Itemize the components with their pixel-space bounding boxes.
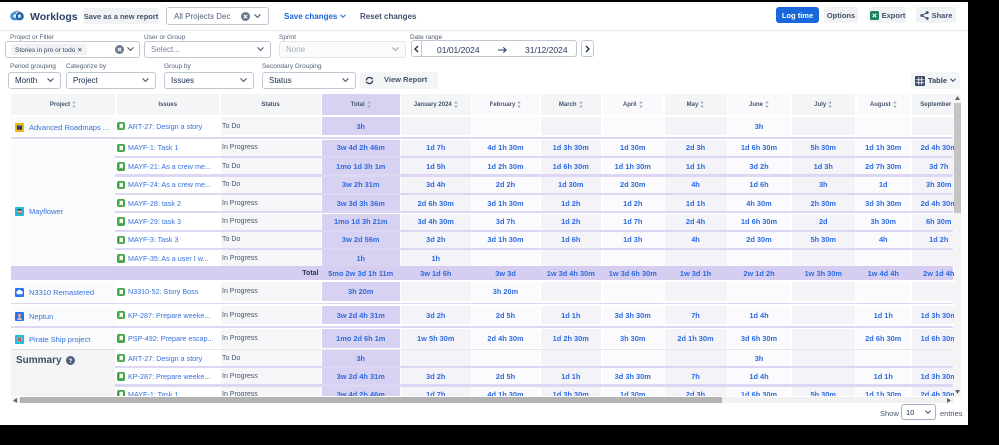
svg-text:?: ? <box>69 358 73 364</box>
